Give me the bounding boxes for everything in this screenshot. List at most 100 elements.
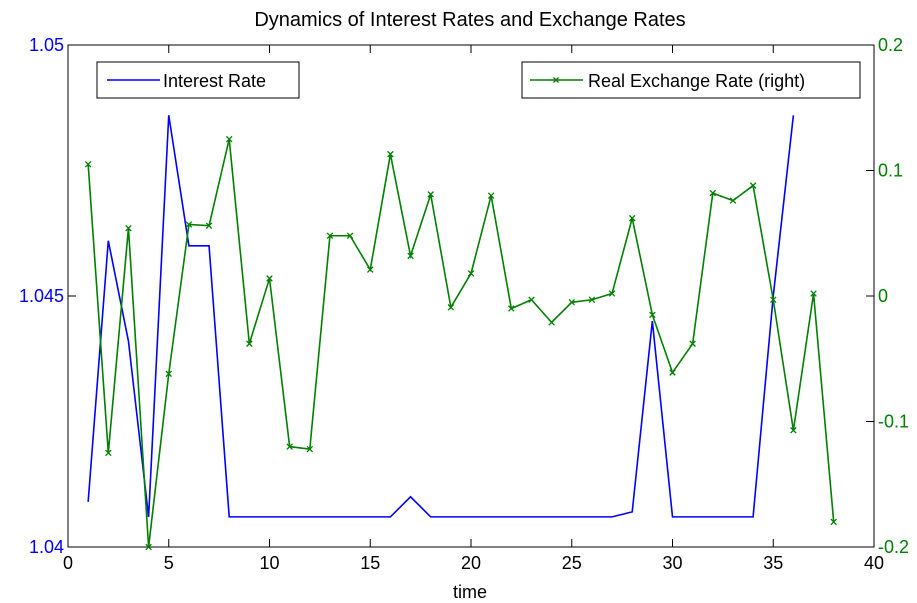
data-point-real-exchange-rate: [387, 150, 394, 158]
data-point-stroke: [346, 232, 354, 240]
legend-interest-rate-label: Interest Rate: [163, 71, 266, 91]
left-y-axis: 1.04 1.045 1.05: [19, 35, 76, 557]
x-axis-label: time: [453, 582, 487, 602]
data-point-real-exchange-rate: [84, 160, 92, 168]
x-tick-label: 25: [562, 553, 582, 573]
data-point-stroke: [487, 192, 495, 199]
data-point-real-exchange-rate: [528, 296, 535, 304]
data-point-real-exchange-rate: [447, 304, 455, 311]
series-line-real-exchange-rate: [87, 138, 835, 548]
chart-title: Dynamics of Interest Rates and Exchange …: [254, 9, 685, 31]
data-point-real-exchange-rate: [467, 270, 475, 277]
data-point-real-exchange-rate: [326, 232, 334, 240]
data-point-real-exchange-rate: [225, 135, 233, 143]
data-point-stroke: [649, 311, 656, 319]
data-point-real-exchange-rate: [306, 445, 314, 453]
data-point-stroke: [407, 252, 414, 260]
legend-real-exchange-rate-label: Real Exchange Rate (right): [588, 71, 805, 91]
data-point-stroke: [749, 182, 757, 189]
data-point-stroke: [548, 319, 555, 326]
data-point-stroke: [205, 222, 213, 229]
data-point-stroke: [266, 275, 273, 282]
data-point-stroke: [568, 299, 576, 306]
data-point-stroke: [769, 296, 777, 304]
legend-interest-rate: Interest Rate: [96, 61, 300, 99]
data-point-stroke: [246, 340, 253, 347]
data-point-stroke: [689, 340, 696, 347]
data-point-real-exchange-rate: [205, 222, 213, 229]
right-y-tick-label: -0.1: [878, 412, 909, 432]
data-point-real-exchange-rate: [548, 319, 555, 326]
data-point-real-exchange-rate: [709, 189, 717, 197]
data-point-stroke: [225, 135, 233, 143]
left-y-tick-label: 1.04: [29, 537, 64, 557]
plot-area-frame: [67, 44, 875, 548]
data-point-real-exchange-rate: [669, 369, 676, 376]
x-tick-label: 30: [662, 553, 682, 573]
data-point-real-exchange-rate: [266, 275, 273, 282]
data-point-stroke: [165, 370, 173, 378]
legend-real-exchange-rate-marker: [553, 77, 559, 83]
data-point-real-exchange-rate: [246, 340, 253, 347]
x-tick-label: 0: [63, 553, 73, 573]
data-point-stroke: [508, 305, 515, 312]
x-tick-label: 15: [360, 553, 380, 573]
data-point-real-exchange-rate: [286, 443, 293, 450]
x-axis: 0 5 10 15 20 25 30 35 40: [63, 45, 884, 573]
data-point-stroke: [790, 427, 797, 434]
data-point-stroke: [669, 369, 676, 376]
data-point-stroke: [467, 270, 475, 277]
data-point-real-exchange-rate: [427, 191, 434, 198]
data-point-stroke: [105, 449, 112, 457]
data-point-stroke: [447, 304, 455, 311]
data-point-stroke: [709, 189, 717, 197]
x-tick-label: 40: [864, 553, 884, 573]
data-point-real-exchange-rate: [689, 340, 696, 347]
data-point-stroke: [830, 518, 837, 526]
data-point-stroke: [427, 191, 434, 198]
data-point-stroke: [326, 232, 334, 240]
right-y-tick-label: 0.2: [878, 35, 903, 55]
data-point-stroke: [84, 160, 92, 168]
right-y-tick-label: -0.2: [878, 537, 909, 557]
data-point-stroke: [286, 443, 293, 450]
data-point-real-exchange-rate: [487, 192, 495, 199]
data-point-real-exchange-rate: [729, 197, 737, 204]
x-tick-label: 10: [259, 553, 279, 573]
data-point-stroke: [185, 221, 193, 228]
data-point-stroke: [810, 290, 817, 297]
data-point-real-exchange-rate: [749, 182, 757, 189]
data-point-stroke: [145, 543, 152, 551]
x-tick-label: 35: [763, 553, 783, 573]
data-point-stroke: [125, 224, 132, 232]
data-point-real-exchange-rate: [105, 449, 112, 457]
series-line-interest-rate: [87, 115, 795, 518]
data-point-stroke: [387, 150, 394, 158]
data-point-real-exchange-rate: [588, 296, 596, 304]
data-point-real-exchange-rate: [568, 299, 576, 306]
data-point-real-exchange-rate: [769, 296, 777, 304]
data-point-real-exchange-rate: [185, 221, 193, 228]
data-point-real-exchange-rate: [649, 311, 656, 319]
x-tick-label: 20: [461, 553, 481, 573]
data-point-real-exchange-rate: [628, 214, 636, 222]
data-point-real-exchange-rate: [608, 290, 616, 297]
right-y-tick-label: 0.1: [878, 161, 903, 181]
right-y-tick-label: 0: [878, 286, 888, 306]
left-y-tick-label: 1.045: [19, 286, 64, 306]
data-point-real-exchange-rate: [165, 370, 173, 378]
data-point-real-exchange-rate: [790, 427, 797, 434]
data-point-real-exchange-rate: [830, 518, 837, 526]
data-point-real-exchange-rate: [346, 232, 354, 240]
data-point-stroke: [608, 290, 616, 297]
data-point-stroke: [366, 266, 374, 273]
data-point-real-exchange-rate: [810, 290, 817, 297]
data-point-real-exchange-rate: [508, 305, 515, 312]
series-layer: [84, 115, 837, 551]
left-y-tick-label: 1.05: [29, 35, 64, 55]
data-point-real-exchange-rate: [145, 543, 152, 551]
x-tick-label: 5: [164, 553, 174, 573]
legend-real-exchange-rate: Real Exchange Rate (right): [521, 61, 861, 99]
data-point-stroke: [306, 445, 314, 453]
